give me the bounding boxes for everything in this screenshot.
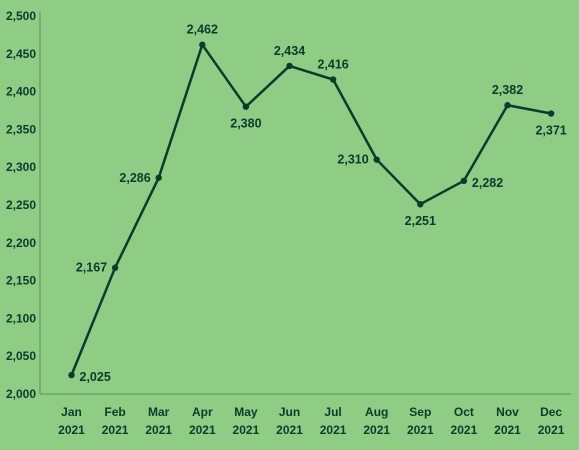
x-tick-label: Jun 2021 xyxy=(276,405,303,437)
data-label: 2,251 xyxy=(405,214,436,228)
data-label: 2,371 xyxy=(535,124,566,138)
data-point xyxy=(68,371,75,379)
y-tick-label: 2,400 xyxy=(6,85,36,99)
series-line xyxy=(70,43,553,377)
data-label: 2,282 xyxy=(472,176,503,190)
series-group: 2,025 2,167 2,286 2,462 2,380 2,434 2,416 2,310… xyxy=(68,23,567,384)
x-tick-label: Dec 2021 xyxy=(538,405,565,437)
y-tick-label: 2,100 xyxy=(6,311,36,325)
x-tick-label: Sep 2021 xyxy=(407,405,434,437)
x-tick-label: Aug 2021 xyxy=(363,405,390,437)
data-point xyxy=(155,174,162,181)
y-tick-label: 2,250 xyxy=(6,198,36,212)
data-label: 2,025 xyxy=(80,370,111,384)
x-tick-label: Apr 2021 xyxy=(189,405,216,437)
y-tick-label: 2,150 xyxy=(6,274,36,288)
x-tick-label: Nov 2021 xyxy=(494,405,521,437)
data-point xyxy=(329,76,337,83)
data-label: 2,167 xyxy=(76,261,107,275)
x-tick-label: Jan 2021 xyxy=(58,405,85,437)
data-label: 2,382 xyxy=(492,83,523,97)
y-tick-label: 2,000 xyxy=(6,387,36,401)
x-tick-label: Jul 2021 xyxy=(320,405,347,437)
data-point xyxy=(199,41,206,48)
y-tick-label: 2,300 xyxy=(6,160,36,174)
x-axis: Jan 2021 Feb 2021 Mar 2021 Apr 2021 May 2021 Jun 20… xyxy=(40,393,571,437)
data-point xyxy=(111,264,119,271)
data-point xyxy=(460,177,468,185)
data-point xyxy=(504,102,511,109)
data-point xyxy=(242,103,250,110)
data-point xyxy=(286,62,293,70)
y-tick-label: 2,350 xyxy=(6,122,36,136)
data-point xyxy=(547,110,555,117)
data-label: 2,462 xyxy=(187,23,218,37)
data-point xyxy=(373,156,380,163)
y-tick-label: 2,050 xyxy=(6,349,36,363)
y-tick-label: 2,450 xyxy=(6,47,36,61)
data-label: 2,416 xyxy=(317,58,348,72)
y-axis: 2,000 2,050 2,100 2,150 2,200 2,250 2,300 2,350… xyxy=(6,9,41,401)
x-tick-label: May 2021 xyxy=(233,405,260,437)
x-tick-label: Mar 2021 xyxy=(145,405,172,437)
x-tick-label: Feb 2021 xyxy=(102,405,129,437)
data-point xyxy=(417,201,424,208)
y-tick-label: 2,500 xyxy=(6,9,36,23)
data-label: 2,286 xyxy=(119,171,150,185)
x-tick-label: Oct 2021 xyxy=(451,405,478,437)
data-label: 2,434 xyxy=(274,44,305,58)
y-tick-label: 2,200 xyxy=(6,236,36,250)
data-label: 2,310 xyxy=(337,153,368,167)
data-label: 2,380 xyxy=(230,117,261,131)
